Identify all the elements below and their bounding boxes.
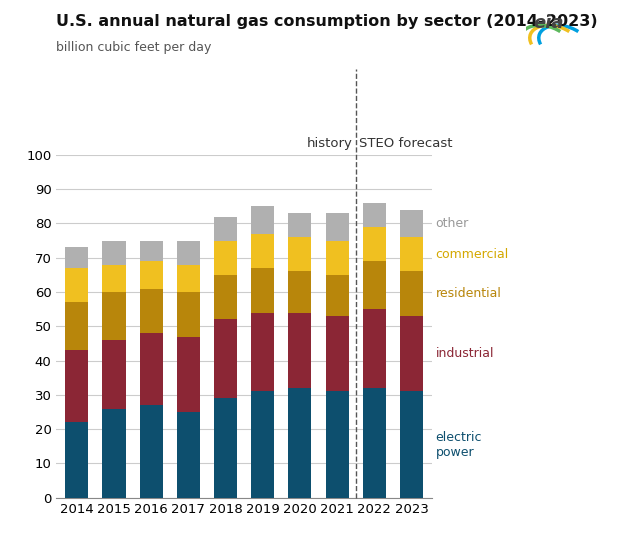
Text: U.S. annual natural gas consumption by sector (2014–2023): U.S. annual natural gas consumption by s… <box>56 14 598 29</box>
Bar <box>363 261 386 309</box>
Bar <box>400 210 423 237</box>
Bar <box>103 340 125 409</box>
Bar <box>251 234 274 268</box>
Bar <box>363 309 386 388</box>
Bar <box>363 227 386 261</box>
Text: other: other <box>436 217 469 230</box>
Bar <box>400 316 423 392</box>
Text: electric
power: electric power <box>436 431 482 458</box>
Text: eia: eia <box>533 14 563 32</box>
Bar <box>214 320 237 398</box>
Bar <box>214 398 237 498</box>
Bar <box>177 337 200 412</box>
Bar <box>103 264 125 292</box>
Bar <box>400 272 423 316</box>
Bar <box>177 241 200 264</box>
Bar <box>214 275 237 320</box>
Bar <box>177 412 200 498</box>
Text: STEO forecast: STEO forecast <box>359 137 452 150</box>
Bar <box>214 217 237 241</box>
Bar <box>326 392 349 498</box>
Bar <box>326 316 349 392</box>
Bar <box>65 350 88 422</box>
Bar <box>400 392 423 498</box>
Text: industrial: industrial <box>436 347 494 360</box>
Bar <box>140 333 163 405</box>
Text: commercial: commercial <box>436 248 509 261</box>
Bar <box>65 247 88 268</box>
Bar <box>103 292 125 340</box>
Bar <box>140 405 163 498</box>
Text: billion cubic feet per day: billion cubic feet per day <box>56 41 212 55</box>
Bar <box>289 237 312 272</box>
Bar <box>251 392 274 498</box>
Bar <box>65 422 88 498</box>
Bar <box>326 213 349 241</box>
Bar <box>289 312 312 388</box>
Bar <box>289 213 312 237</box>
Bar <box>177 292 200 337</box>
Bar <box>251 206 274 234</box>
Bar <box>140 289 163 333</box>
Bar <box>363 388 386 498</box>
Bar <box>65 268 88 302</box>
Bar <box>326 241 349 275</box>
Bar <box>65 302 88 350</box>
Bar <box>400 237 423 272</box>
Bar <box>214 241 237 275</box>
Bar <box>363 203 386 227</box>
Bar <box>289 272 312 312</box>
Bar <box>326 275 349 316</box>
Bar <box>103 409 125 498</box>
Bar <box>140 261 163 289</box>
Bar <box>251 312 274 392</box>
Bar <box>103 241 125 264</box>
Text: history: history <box>307 137 352 150</box>
Text: residential: residential <box>436 287 501 300</box>
Bar <box>140 241 163 261</box>
Bar <box>177 264 200 292</box>
Bar <box>289 388 312 498</box>
Bar <box>251 268 274 312</box>
